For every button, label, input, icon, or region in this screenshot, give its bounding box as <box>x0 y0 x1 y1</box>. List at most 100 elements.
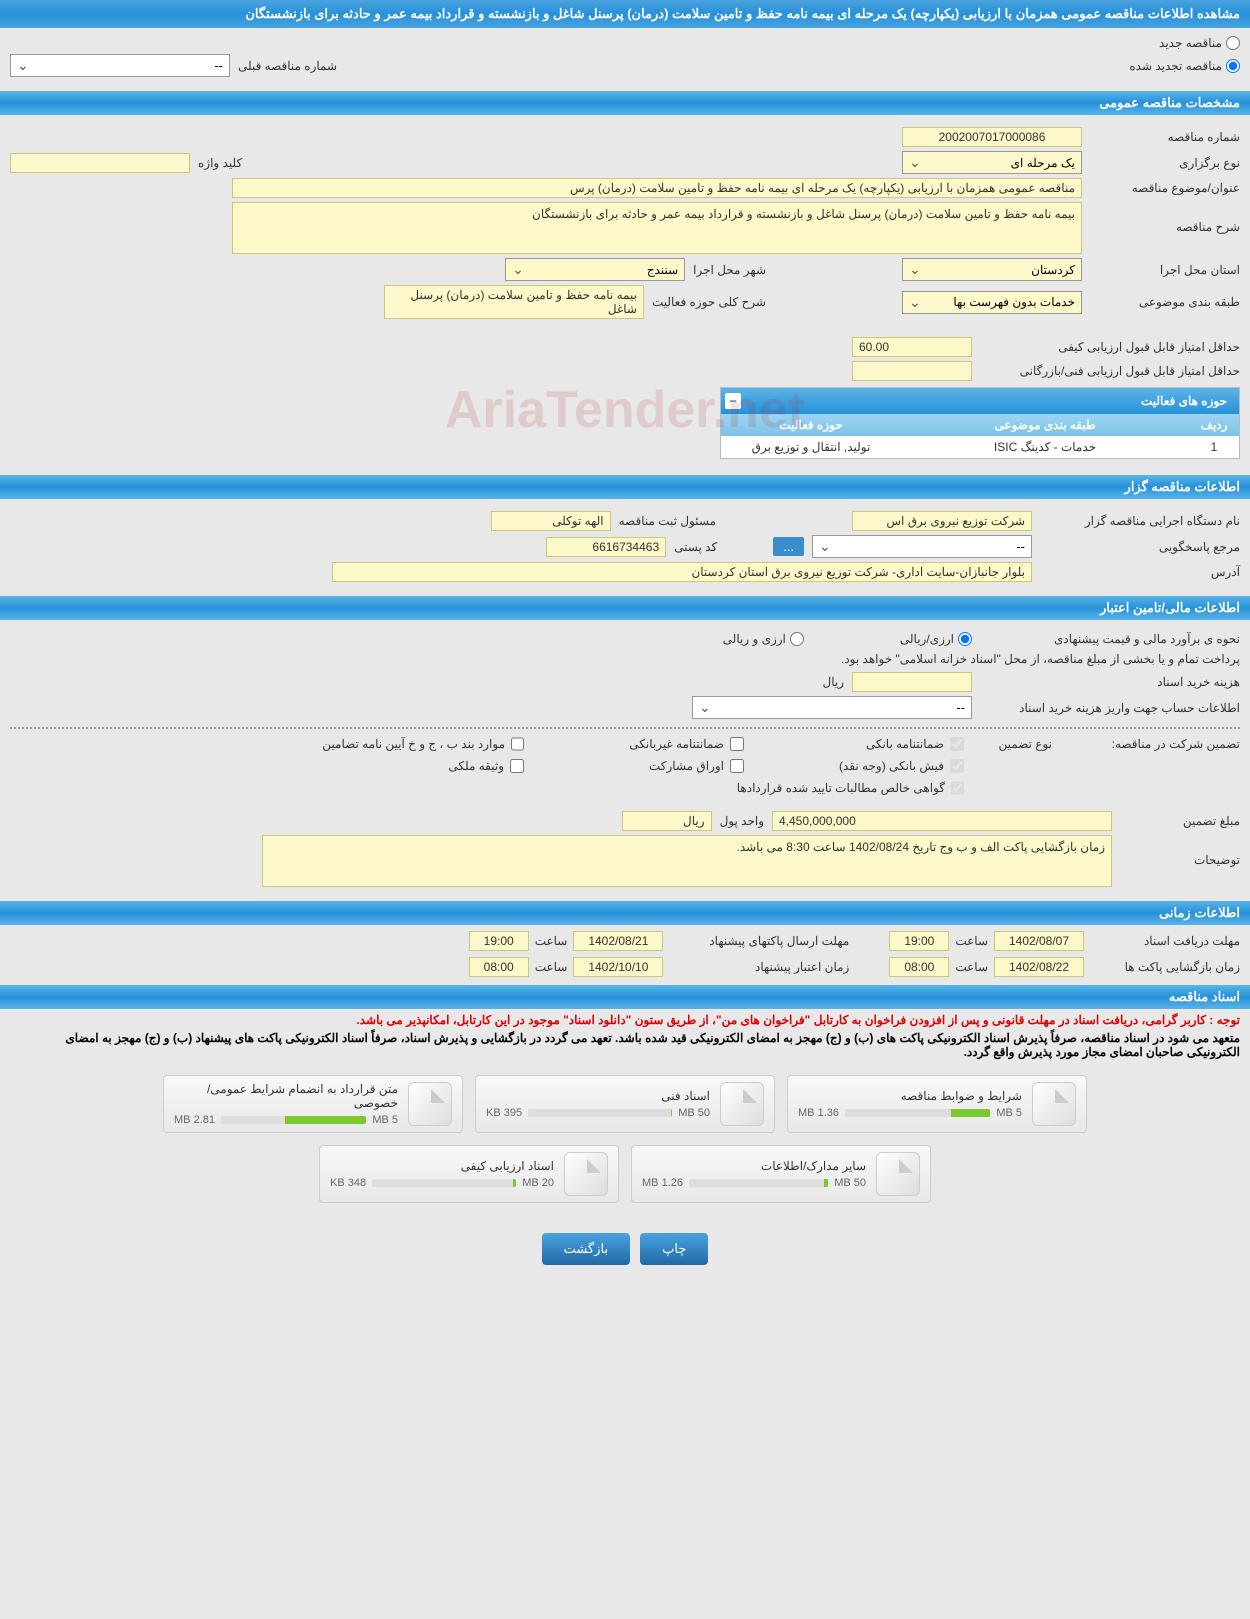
ref-label: مرجع پاسخگویی <box>1040 540 1240 554</box>
folder-icon <box>720 1082 764 1126</box>
folder-icon <box>564 1152 608 1196</box>
validity-time: 08:00 <box>469 957 529 977</box>
radio-rial[interactable] <box>958 632 972 646</box>
chk-contract-cert-label: گواهی خالص مطالبات تایید شده قراردادها <box>737 781 945 795</box>
subject-label: عنوان/موضوع مناقصه <box>1090 181 1240 195</box>
send-time-label: ساعت <box>535 934 568 948</box>
prev-tender-select[interactable]: -- <box>10 54 230 77</box>
classify-select[interactable]: خدمات بدون فهرست بها <box>902 291 1082 314</box>
print-button[interactable]: چاپ <box>640 1233 708 1265</box>
doc-progress-bar <box>221 1116 366 1124</box>
section-organizer: اطلاعات مناقصه گزار <box>0 475 1250 499</box>
province-label: استان محل اجرا <box>1090 263 1240 277</box>
classify-label: طبقه بندی موضوعی <box>1090 295 1240 309</box>
doc-card[interactable]: شرایط و ضوابط مناقصه5 MB1.36 MB <box>787 1075 1087 1133</box>
radio-rial-label: ارزی/ریالی <box>900 632 954 646</box>
account-select[interactable]: -- <box>692 696 972 719</box>
th-row: ردیف <box>1189 414 1239 436</box>
doc-size: 395 KB <box>486 1107 522 1119</box>
doc-progress-bar <box>845 1109 990 1117</box>
section-docs: اسناد مناقصه <box>0 985 1250 1009</box>
notes-field: زمان بازگشایی پاکت الف و ب وج تاریخ 1402… <box>262 835 1112 887</box>
section-timing: اطلاعات زمانی <box>0 901 1250 925</box>
doc-size: 1.36 MB <box>798 1107 839 1119</box>
open-date: 1402/08/22 <box>994 957 1084 977</box>
radio-new-tender-label: مناقصه جدید <box>1159 36 1222 50</box>
doc-card[interactable]: اسناد ارزیابی کیفی20 MB348 KB <box>319 1145 619 1203</box>
th-class: طبقه بندی موضوعی <box>901 414 1189 436</box>
doc-title: سایر مدارک/اطلاعات <box>642 1159 866 1173</box>
keyword-label: کلید واژه <box>198 156 242 170</box>
doc-title: متن قرارداد به انضمام شرایط عمومی/خصوصی <box>174 1082 398 1110</box>
folder-icon <box>876 1152 920 1196</box>
activity-desc-label: شرح کلی حوزه فعالیت <box>652 295 766 309</box>
chk-bonds[interactable] <box>730 759 744 773</box>
open-time: 08:00 <box>889 957 949 977</box>
prev-tender-label: شماره مناقصه قبلی <box>238 59 337 73</box>
validity-label: زمان اعتبار پیشنهاد <box>669 960 849 974</box>
type-select[interactable]: یک مرحله ای <box>902 151 1082 174</box>
radio-both-label: ارزی و ریالی <box>723 632 786 646</box>
keyword-field <box>10 153 190 173</box>
activities-table: حوزه های فعالیت − ردیف طبقه بندی موضوعی … <box>720 387 1240 459</box>
radio-both[interactable] <box>790 632 804 646</box>
td-field: تولید, انتقال و توزیع برق <box>721 436 901 458</box>
unit-money-field: ریال <box>622 811 712 831</box>
td-idx: 1 <box>1189 436 1239 458</box>
buy-cost-label: هزینه خرید اسناد <box>980 675 1240 689</box>
chk-property-label: وثیقه ملکی <box>448 759 504 773</box>
tender-no-label: شماره مناقصه <box>1090 130 1240 144</box>
province-select[interactable]: کردستان <box>902 258 1082 281</box>
address-field: بلوار جانبازان-سایت اداری- شرکت توزیع نی… <box>332 562 1032 582</box>
chk-nonbank[interactable] <box>730 737 744 751</box>
doc-cap: 50 MB <box>678 1107 710 1119</box>
activity-desc-field: بیمه نامه حفظ و تامین سلامت (درمان) پرسن… <box>384 285 644 319</box>
folder-icon <box>408 1082 452 1126</box>
divider <box>10 727 1240 729</box>
city-select[interactable]: سنندج <box>505 258 685 281</box>
desc-label: شرح مناقصه <box>1090 202 1240 234</box>
back-button[interactable]: بازگشت <box>542 1233 630 1265</box>
section-financial: اطلاعات مالی/تامین اعتبار <box>0 596 1250 620</box>
activities-table-title: حوزه های فعالیت <box>745 392 1239 410</box>
doc-size: 348 KB <box>330 1177 366 1189</box>
chk-cash <box>950 759 964 773</box>
subject-field: مناقصه عمومی همزمان با ارزیابی (یکپارچه)… <box>232 178 1082 198</box>
buy-cost-field <box>852 672 972 692</box>
min-qual-field: 60.00 <box>852 337 972 357</box>
exec-label: نام دستگاه اجرایی مناقصه گزار <box>1040 514 1240 528</box>
receive-label: مهلت دریافت اسناد <box>1090 934 1240 948</box>
chk-nonbank-label: ضمانتنامه غیربانکی <box>629 737 724 751</box>
radio-renewed-tender-label: مناقصه تجدید شده <box>1129 59 1222 73</box>
min-qual-label: حداقل امتیاز قابل قبول ارزیابی کیفی <box>980 340 1240 354</box>
minimize-icon[interactable]: − <box>725 393 741 409</box>
guarantee-label: تضمین شرکت در مناقصه: <box>1060 737 1240 751</box>
ref-select[interactable]: -- <box>812 535 1032 558</box>
th-field: حوزه فعالیت <box>721 414 901 436</box>
type-label: نوع برگزاری <box>1090 156 1240 170</box>
doc-card[interactable]: سایر مدارک/اطلاعات50 MB1.26 MB <box>631 1145 931 1203</box>
open-label: زمان بازگشایی پاکت ها <box>1090 960 1240 974</box>
receive-date: 1402/08/07 <box>994 931 1084 951</box>
doc-progress-bar <box>528 1109 672 1117</box>
doc-card[interactable]: اسناد فنی50 MB395 KB <box>475 1075 775 1133</box>
receive-time: 19:00 <box>889 931 949 951</box>
doc-cap: 20 MB <box>522 1177 554 1189</box>
desc-field: بیمه نامه حفظ و تامین سلامت (درمان) پرسن… <box>232 202 1082 254</box>
chk-bank-guarantee <box>950 737 964 751</box>
open-time-label: ساعت <box>955 960 988 974</box>
radio-new-tender[interactable] <box>1226 36 1240 50</box>
radio-renewed-tender[interactable] <box>1226 59 1240 73</box>
address-label: آدرس <box>1040 565 1240 579</box>
unit-money-label: واحد پول <box>720 814 764 828</box>
page-title: مشاهده اطلاعات مناقصه عمومی همزمان با ار… <box>0 0 1250 28</box>
ref-browse-button[interactable]: ... <box>773 537 804 556</box>
validity-time-label: ساعت <box>535 960 568 974</box>
doc-card[interactable]: متن قرارداد به انضمام شرایط عمومی/خصوصی5… <box>163 1075 463 1133</box>
chk-property[interactable] <box>510 759 524 773</box>
send-date: 1402/08/21 <box>573 931 663 951</box>
doc-cap: 50 MB <box>834 1177 866 1189</box>
note-black: متعهد می شود در اسناد مناقصه، صرفاً پذیر… <box>0 1031 1250 1065</box>
postal-label: کد پستی <box>674 540 717 554</box>
chk-items-bpj[interactable] <box>511 737 524 751</box>
